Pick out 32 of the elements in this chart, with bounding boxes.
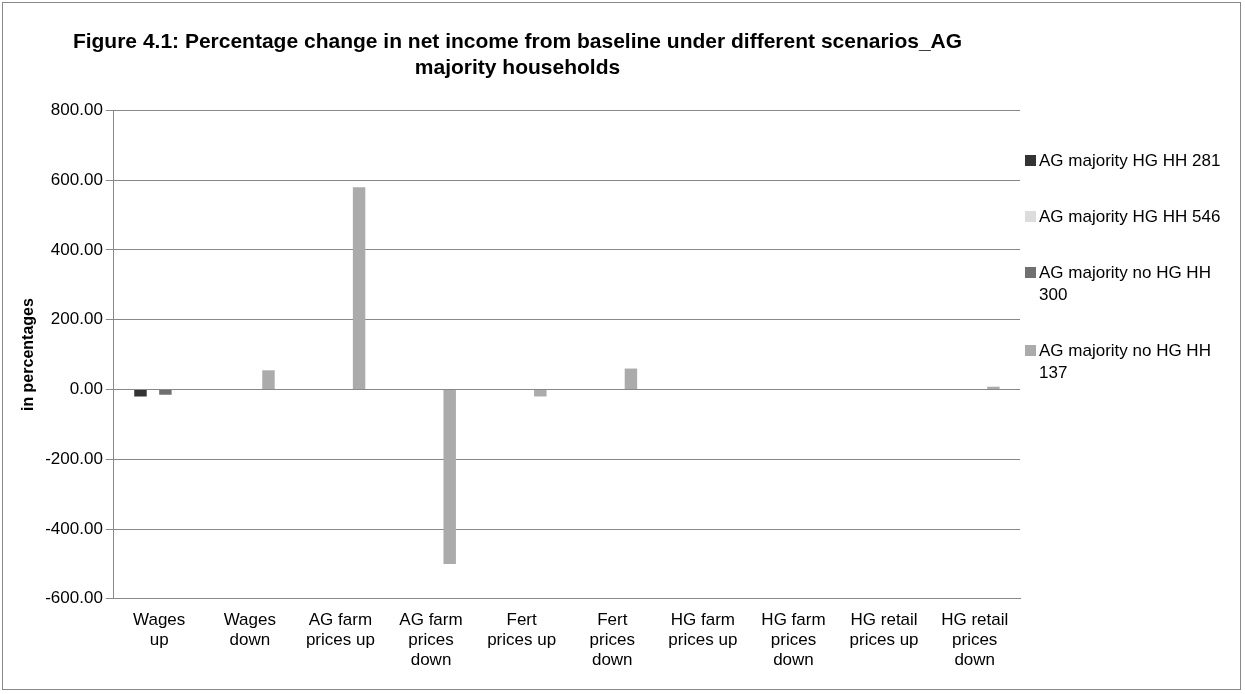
- bar: [159, 389, 172, 395]
- bar: [134, 389, 147, 397]
- x-tick-label: HG farm prices up: [668, 609, 738, 650]
- legend-label: AG majority no HG HH 137: [1039, 340, 1212, 384]
- chart-title: Figure 4.1: Percentage change in net income from baseline under different scenarios_AG majority households: [72, 29, 963, 78]
- bar: [987, 386, 1000, 389]
- bar: [624, 368, 638, 389]
- y-tick-label: 200.00: [50, 309, 103, 329]
- x-tick-label: HG farm prices down: [761, 609, 826, 670]
- x-tick-label: Wages down: [223, 609, 276, 650]
- bar: [352, 187, 366, 389]
- y-tick-label: -400.00: [45, 518, 103, 538]
- y-tick-label: -600.00: [45, 588, 103, 608]
- x-tick-label: HG retail prices down: [941, 609, 1009, 670]
- y-tick-label: 400.00: [50, 239, 103, 259]
- y-tick-label: -200.00: [45, 448, 103, 468]
- x-tick-label: Fert prices up: [487, 609, 557, 650]
- bar: [534, 389, 547, 397]
- x-tick-label: Wages up: [133, 609, 186, 650]
- x-tick-label: Fert prices down: [589, 609, 635, 670]
- x-tick-label: AG farm prices up: [305, 609, 375, 650]
- legend-label: AG majority HG HH 546: [1039, 206, 1221, 228]
- y-tick-label: 0.00: [69, 379, 103, 399]
- legend-label: AG majority HG HH 281: [1039, 150, 1221, 172]
- x-tick-label: HG retail prices up: [849, 609, 919, 650]
- x-tick-label: AG farm prices down: [399, 609, 463, 670]
- bar: [443, 389, 456, 564]
- legend-label: AG majority no HG HH 300: [1039, 262, 1212, 306]
- bar: [262, 370, 275, 389]
- y-axis-title: in percentages: [19, 298, 37, 412]
- y-tick-label: 600.00: [50, 169, 103, 189]
- y-tick-label: 800.00: [50, 100, 103, 120]
